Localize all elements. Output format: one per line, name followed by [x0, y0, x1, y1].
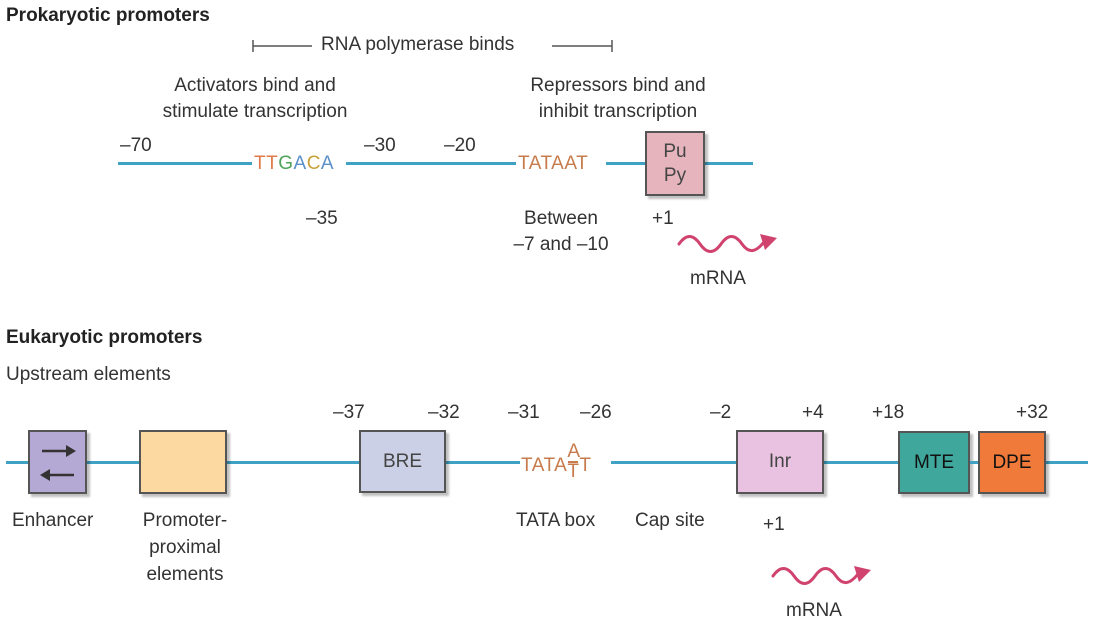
inr-label: Inr	[768, 451, 792, 472]
eukaryotic-dna-line	[6, 461, 28, 464]
eukaryotic-dna-line	[87, 461, 139, 464]
activators-label-line2: stimulate transcription	[162, 101, 348, 122]
base-t: T	[266, 153, 279, 174]
mrna-wave-arrow-icon	[677, 234, 777, 253]
prokaryotic-dna-line	[346, 162, 516, 165]
position-plus-4: +4	[802, 402, 824, 423]
bre-box: BRE	[359, 430, 446, 493]
py-label: Py	[663, 164, 687, 186]
mrna-label: mRNA	[786, 600, 842, 621]
position-minus-2: –2	[710, 402, 732, 423]
arrow-left-icon	[40, 469, 74, 481]
dpe-box: DPE	[978, 431, 1046, 494]
sequence-ttgaca: TTGACA	[254, 153, 334, 175]
bre-label: BRE	[382, 450, 423, 472]
enhancer-label: Enhancer	[12, 510, 94, 531]
prokaryotic-dna-line	[118, 162, 252, 165]
promoter-proximal-label-line2: proximal	[149, 537, 221, 558]
eukaryotic-dna-line	[824, 461, 898, 464]
eukaryotic-dna-line	[446, 461, 520, 464]
tata-suffix: T	[579, 455, 592, 476]
position-minus-31: –31	[508, 402, 540, 423]
eukaryotic-dna-line	[970, 461, 978, 464]
pu-label: Pu	[663, 140, 687, 162]
repressors-label-line1: Repressors bind and	[530, 75, 706, 96]
position-minus-70: –70	[120, 135, 152, 156]
between-label-line2: –7 and –10	[513, 234, 609, 255]
tata-variable-top: A	[567, 441, 581, 462]
base-a: A	[293, 153, 307, 174]
repressors-label-line2: inhibit transcription	[538, 101, 698, 122]
position-plus-32: +32	[1016, 402, 1049, 423]
pu-py-box: Pu Py	[645, 131, 705, 196]
position-minus-26: –26	[580, 402, 612, 423]
eukaryotic-heading: Eukaryotic promoters	[6, 327, 203, 348]
position-minus-37: –37	[333, 402, 365, 423]
promoter-proximal-label-line3: elements	[146, 564, 224, 585]
inr-box: Inr	[736, 430, 824, 494]
tata-variable-bottom: T	[567, 461, 580, 482]
mrna-wave-arrow-icon	[771, 566, 871, 585]
polymerase-binds-label: RNA polymerase binds	[321, 34, 515, 55]
position-minus-30: –30	[364, 135, 396, 156]
between-label-line1: Between	[524, 208, 598, 229]
transcription-start-plus-1: +1	[652, 208, 674, 229]
mte-label: MTE	[913, 451, 955, 473]
base-a: A	[320, 153, 335, 174]
sequence-tataat: TATAAT	[518, 153, 589, 174]
tata-variable-divider	[568, 461, 579, 463]
transcription-start-plus-1: +1	[763, 514, 785, 535]
prokaryotic-dna-line	[606, 162, 646, 165]
arrow-right-icon	[42, 445, 76, 457]
activators-label-line1: Activators bind and	[174, 75, 336, 96]
promoter-proximal-label-line1: Promoter-	[142, 510, 228, 531]
position-minus-35: –35	[306, 208, 338, 229]
position-minus-20: –20	[444, 135, 476, 156]
upstream-elements-label: Upstream elements	[6, 364, 171, 385]
eukaryotic-dna-line	[1046, 461, 1088, 464]
base-g: G	[278, 153, 294, 174]
tata-prefix: TATA	[521, 455, 568, 476]
base-c: C	[306, 153, 321, 174]
enhancer-box	[28, 430, 87, 494]
promoter-proximal-box	[139, 430, 227, 494]
tata-box-label: TATA box	[516, 510, 596, 531]
polymerase-span-bracket	[252, 40, 613, 52]
sequence-tata-box: TATA A T T	[521, 441, 592, 482]
position-minus-32: –32	[428, 402, 460, 423]
mte-box: MTE	[898, 431, 970, 494]
dpe-label: DPE	[992, 451, 1032, 473]
prokaryotic-heading: Prokaryotic promoters	[6, 5, 210, 26]
prokaryotic-dna-line	[705, 162, 753, 165]
eukaryotic-dna-line	[611, 461, 736, 464]
position-plus-18: +18	[872, 402, 905, 423]
base-t: T	[254, 153, 267, 174]
eukaryotic-dna-line	[227, 461, 359, 464]
mrna-label: mRNA	[690, 268, 746, 289]
cap-site-label: Cap site	[635, 510, 705, 531]
